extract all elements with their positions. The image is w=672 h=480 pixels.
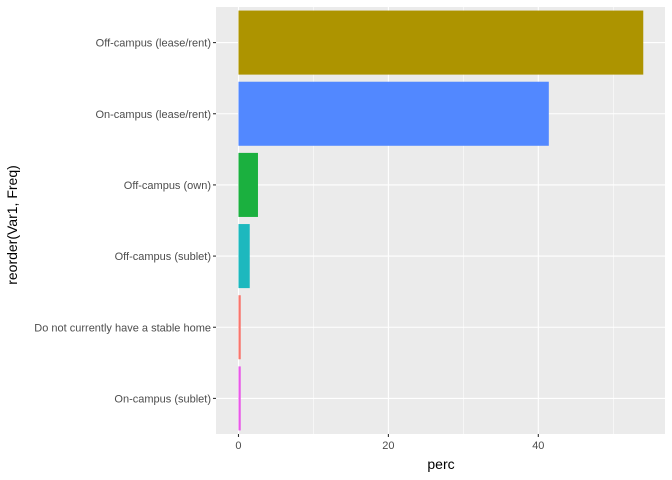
plot-panel (216, 7, 665, 434)
bar (238, 366, 241, 431)
bar (238, 295, 241, 360)
x-axis-title: perc (427, 456, 454, 472)
y-axis: Off-campus (lease/rent) On-campus (lease/… (34, 38, 216, 405)
y-tick-label: Off-campus (lease/rent) (96, 38, 211, 50)
bar (238, 81, 549, 146)
bar (238, 152, 258, 217)
y-tick-label: Off-campus (sublet) (115, 251, 211, 263)
bars (238, 10, 644, 431)
bar (238, 10, 644, 75)
y-tick-label: On-campus (sublet) (114, 393, 211, 405)
x-tick-label: 40 (532, 440, 544, 452)
y-tick-label: Do not currently have a stable home (34, 322, 211, 334)
bar (238, 224, 250, 289)
x-tick-label: 0 (235, 440, 241, 452)
x-tick-label: 20 (382, 440, 394, 452)
y-tick-label: Off-campus (own) (124, 180, 211, 192)
minor-gridlines (313, 7, 614, 434)
y-tick-label: On-campus (lease/rent) (95, 109, 211, 121)
x-axis: 0 20 40 (235, 434, 544, 452)
y-axis-title: reorder(Var1, Freq) (4, 165, 20, 285)
